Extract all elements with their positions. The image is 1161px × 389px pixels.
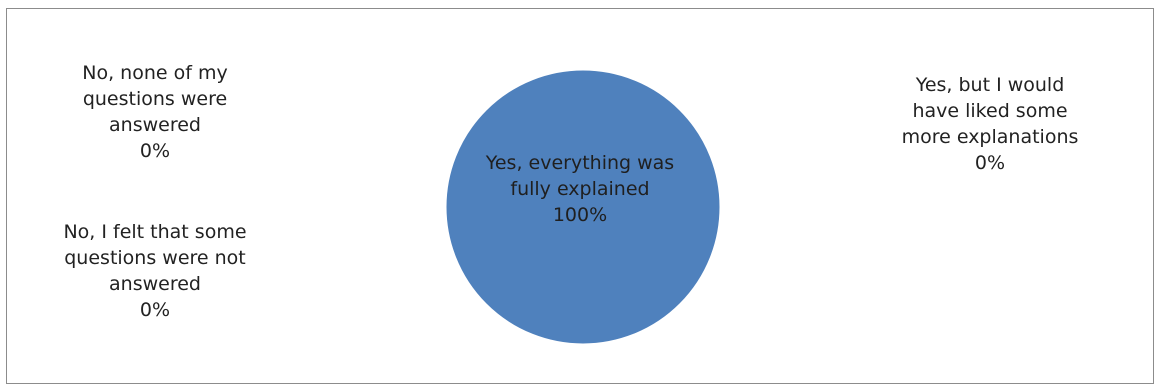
label-value: 0% xyxy=(139,140,171,162)
data-label-more-explanations: Yes, but I would have liked some more ex… xyxy=(865,72,1115,176)
label-line: Yes, everything was xyxy=(485,152,675,174)
label-line: No, I felt that some xyxy=(63,221,247,243)
label-line: questions were not xyxy=(64,247,246,269)
label-line: questions were xyxy=(82,88,228,110)
data-label-everything-explained: Yes, everything was fully explained 100% xyxy=(460,150,700,228)
label-line: answered xyxy=(109,273,201,295)
label-line: more explanations xyxy=(901,126,1079,148)
pie-slice-yes-everything-was-fully-explained xyxy=(445,69,721,345)
label-value: 0% xyxy=(139,299,171,321)
label-line: fully explained xyxy=(510,178,650,200)
label-line: answered xyxy=(109,114,201,136)
label-value: 100% xyxy=(552,204,608,226)
label-line: Yes, but I would xyxy=(915,74,1065,96)
data-label-some-not-answered: No, I felt that some questions were not … xyxy=(25,219,285,323)
label-line: No, none of my xyxy=(82,62,228,84)
label-value: 0% xyxy=(974,152,1006,174)
pie-slices xyxy=(445,69,721,345)
label-line: have liked some xyxy=(912,100,1068,122)
data-label-none-answered: No, none of my questions were answered 0… xyxy=(25,60,285,164)
